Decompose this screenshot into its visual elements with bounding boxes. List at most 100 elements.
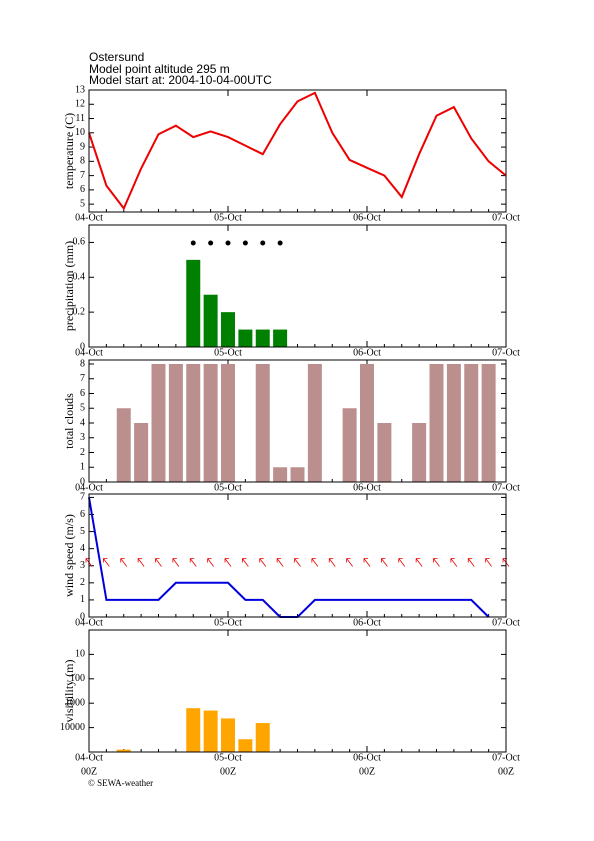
wind-arrow: [172, 558, 180, 567]
wind-arrow: [137, 558, 145, 567]
x-tick-label: 06-Oct: [353, 212, 381, 223]
y-tick-label: 13: [75, 84, 85, 95]
wind-arrow: [120, 558, 128, 567]
bar: [412, 422, 427, 482]
y-tick-label: 12: [75, 99, 85, 110]
x-tick-label: 05-Oct: [214, 617, 242, 628]
y-tick-label: 2: [80, 447, 85, 458]
x-tick-label: 04-Oct: [75, 482, 103, 493]
bar: [186, 363, 201, 482]
x-tick-label: 04-Oct: [75, 752, 103, 763]
y-tick-label: 6: [80, 509, 85, 520]
wind-arrow: [433, 558, 440, 567]
precip-symbol: [208, 240, 214, 246]
bar: [290, 467, 305, 482]
x-tick-label: 05-Oct: [214, 212, 242, 223]
y-tick-label: 1000: [65, 697, 85, 708]
y-axis-label: temperature (C): [62, 113, 76, 189]
bar: [238, 329, 253, 347]
wind-arrow: [363, 558, 371, 567]
x-tick-label: 06-Oct: [353, 347, 381, 358]
x-tick-label: 07-Oct: [492, 482, 520, 493]
x-tick-label: 07-Oct: [492, 752, 520, 763]
y-axis-label: precipitation (mm): [62, 241, 76, 331]
wind-arrow: [398, 558, 406, 567]
bar: [377, 422, 392, 482]
plot-frame: [88, 224, 507, 348]
x-tick-sublabel: 00Z: [359, 766, 375, 777]
y-tick-label: 11: [75, 113, 85, 124]
bar: [342, 408, 357, 482]
precip-symbol: [225, 240, 231, 246]
y-tick-label: 8: [80, 358, 85, 369]
station-title: Ostersund: [89, 50, 144, 64]
y-tick-label: 10: [75, 127, 85, 138]
bar: [238, 739, 253, 752]
wind-arrow: [155, 558, 162, 567]
y-tick-label: 0.4: [73, 272, 86, 283]
x-tick-sublabel: 00Z: [498, 766, 514, 777]
y-tick-label: 7: [80, 170, 85, 181]
wind-arrow: [224, 558, 232, 567]
bar: [221, 363, 235, 482]
y-tick-label: 0: [80, 341, 85, 352]
y-tick-label: 7: [80, 492, 85, 503]
y-tick-label: 7: [80, 373, 85, 384]
wind-arrow: [415, 558, 423, 567]
bar: [429, 363, 444, 482]
x-tick-label: 07-Oct: [492, 212, 520, 223]
bar: [151, 363, 166, 482]
y-tick-label: 0: [80, 476, 85, 487]
wind-arrow: [189, 558, 197, 567]
altitude-text: Model point altitude 295 m: [89, 62, 230, 76]
bar: [168, 363, 183, 482]
start-text: Model start at: 2004-10-04-00UTC: [89, 73, 272, 87]
x-tick-label: 06-Oct: [353, 617, 381, 628]
y-tick-label: 0.2: [73, 306, 86, 317]
x-tick-label: 07-Oct: [492, 347, 520, 358]
bar: [186, 259, 201, 347]
y-tick-label: 9: [80, 141, 85, 152]
y-tick-label: 6: [80, 184, 85, 195]
bar: [307, 363, 322, 482]
wind-arrow: [328, 558, 336, 567]
precip-symbol: [242, 240, 248, 246]
y-axis-label: visibility (m): [62, 659, 76, 722]
precip-symbol: [260, 240, 266, 246]
x-tick-label: 06-Oct: [353, 752, 381, 763]
bar: [203, 363, 218, 482]
y-tick-label: 5: [80, 403, 85, 414]
y-tick-label: 0.6: [73, 237, 86, 248]
bar: [481, 363, 496, 482]
wind-arrow: [294, 558, 301, 567]
wind-arrow: [207, 558, 214, 567]
x-tick-label: 07-Oct: [492, 617, 520, 628]
y-tick-label: 1: [80, 594, 85, 605]
y-tick-label: 1: [80, 462, 85, 473]
bar: [446, 363, 461, 482]
bar: [360, 363, 374, 482]
precip-symbol: [277, 240, 283, 246]
bar: [255, 329, 270, 347]
y-tick-label: 6: [80, 388, 85, 399]
y-tick-label: 8: [80, 156, 85, 167]
y-axis-label: wind speed (m/s): [62, 514, 76, 597]
x-tick-label: 05-Oct: [214, 482, 242, 493]
x-tick-label: 04-Oct: [75, 212, 103, 223]
plot-frame: [88, 493, 507, 618]
y-tick-label: 3: [80, 560, 85, 571]
y-tick-label: 3: [80, 432, 85, 443]
y-tick-label: 100: [70, 673, 85, 684]
bar: [464, 363, 479, 482]
x-tick-label: 05-Oct: [214, 347, 242, 358]
bar: [221, 312, 235, 347]
y-tick-label: 4: [80, 417, 85, 428]
y-tick-label: 5: [80, 526, 85, 537]
x-tick-sublabel: 00Z: [220, 766, 236, 777]
y-tick-label: 10: [75, 649, 85, 660]
wind-arrow: [380, 558, 388, 567]
y-axis-label: total clouds: [62, 393, 76, 449]
y-tick-label: 2: [80, 577, 85, 588]
x-tick-label: 04-Oct: [75, 617, 103, 628]
y-tick-label: 0: [80, 611, 85, 622]
